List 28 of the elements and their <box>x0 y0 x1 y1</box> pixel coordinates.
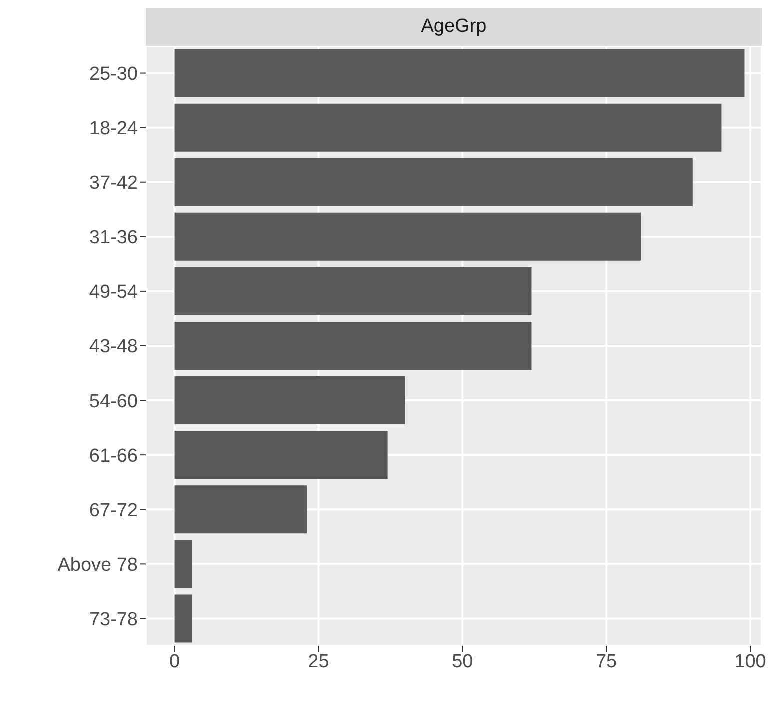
x-tick-label: 75 <box>596 651 618 672</box>
x-tick-label: 50 <box>452 651 474 672</box>
y-tick-label: 49-54 <box>89 282 138 304</box>
x-tick-label: 0 <box>169 651 180 672</box>
y-tick-label: 73-78 <box>89 609 138 630</box>
bar <box>174 486 308 534</box>
y-tick-label: 37-42 <box>89 173 138 194</box>
bar <box>174 431 388 480</box>
y-tick-label: 54-60 <box>89 391 138 412</box>
bar <box>174 158 693 206</box>
y-tick-label: 25-30 <box>89 64 138 86</box>
y-tick-label: 43-48 <box>89 336 138 358</box>
bar <box>174 376 406 425</box>
bar <box>174 49 745 98</box>
bar <box>174 212 642 261</box>
bar <box>174 104 722 152</box>
y-tick-label: 31-36 <box>89 228 138 249</box>
bar <box>174 594 192 643</box>
y-tick-label: 67-72 <box>89 500 138 522</box>
x-tick-label: 100 <box>734 651 766 672</box>
y-tick-label: 61-66 <box>89 446 138 467</box>
bar <box>174 322 532 370</box>
bar <box>174 540 192 588</box>
bar <box>174 267 532 316</box>
chart-title: AgeGrp <box>146 8 762 46</box>
y-tick-label: 18-24 <box>89 118 138 140</box>
y-tick-label: Above 78 <box>58 554 138 576</box>
x-tick-label: 25 <box>308 651 330 672</box>
